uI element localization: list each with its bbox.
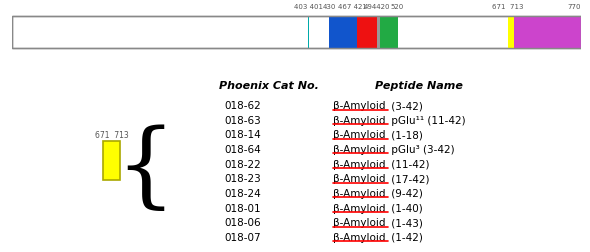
Text: (9-42): (9-42) xyxy=(388,188,423,198)
Text: Peptide Name: Peptide Name xyxy=(375,81,463,91)
Bar xyxy=(103,141,120,180)
Text: 018-24: 018-24 xyxy=(224,188,261,198)
Text: (3-42): (3-42) xyxy=(388,101,423,111)
Text: (1-18): (1-18) xyxy=(388,130,423,140)
Text: 018-07: 018-07 xyxy=(224,232,261,242)
Bar xyxy=(357,17,377,49)
Text: (1-43): (1-43) xyxy=(388,217,423,227)
Text: 494420: 494420 xyxy=(363,4,390,10)
Text: Phoenix Cat No.: Phoenix Cat No. xyxy=(218,81,319,91)
Text: pGlu¹¹ (11-42): pGlu¹¹ (11-42) xyxy=(388,115,466,125)
Text: {: { xyxy=(116,124,176,214)
Bar xyxy=(12,17,581,49)
Text: pGlu³ (3-42): pGlu³ (3-42) xyxy=(388,145,455,154)
Bar xyxy=(12,17,581,49)
Text: (17-42): (17-42) xyxy=(388,174,430,184)
Bar xyxy=(377,17,380,49)
Text: 018-64: 018-64 xyxy=(224,145,261,154)
Text: (1-40): (1-40) xyxy=(388,203,423,213)
Text: 430: 430 xyxy=(323,4,336,10)
Text: β-Amyloid: β-Amyloid xyxy=(333,232,386,242)
Text: 671  713: 671 713 xyxy=(94,131,129,140)
Text: 520: 520 xyxy=(391,4,404,10)
Text: β-Amyloid: β-Amyloid xyxy=(333,203,386,213)
Text: β-Amyloid: β-Amyloid xyxy=(333,174,386,184)
Bar xyxy=(508,17,514,49)
Text: 018-23: 018-23 xyxy=(224,174,261,184)
Text: 018-01: 018-01 xyxy=(224,203,261,213)
Text: 018-22: 018-22 xyxy=(224,159,261,169)
Text: 403 401: 403 401 xyxy=(294,4,323,10)
Text: 467 421: 467 421 xyxy=(338,4,367,10)
Text: β-Amyloid: β-Amyloid xyxy=(333,101,386,111)
Text: β-Amyloid: β-Amyloid xyxy=(333,145,386,154)
Text: β-Amyloid: β-Amyloid xyxy=(333,115,386,125)
Text: 018-06: 018-06 xyxy=(224,217,261,227)
Bar xyxy=(329,17,357,49)
Text: 770: 770 xyxy=(568,4,581,10)
Text: β-Amyloid: β-Amyloid xyxy=(333,159,386,169)
Text: 671  713: 671 713 xyxy=(492,4,523,10)
Bar xyxy=(308,17,309,49)
Text: β-Amyloid: β-Amyloid xyxy=(333,188,386,198)
Text: 018-63: 018-63 xyxy=(224,115,261,125)
Text: β-Amyloid: β-Amyloid xyxy=(333,130,386,140)
Text: β-Amyloid: β-Amyloid xyxy=(333,217,386,227)
Text: 018-62: 018-62 xyxy=(224,101,261,111)
Text: 018-14: 018-14 xyxy=(224,130,261,140)
Bar xyxy=(514,17,581,49)
Text: (1-42): (1-42) xyxy=(388,232,423,242)
Bar xyxy=(380,17,398,49)
Text: (11-42): (11-42) xyxy=(388,159,430,169)
